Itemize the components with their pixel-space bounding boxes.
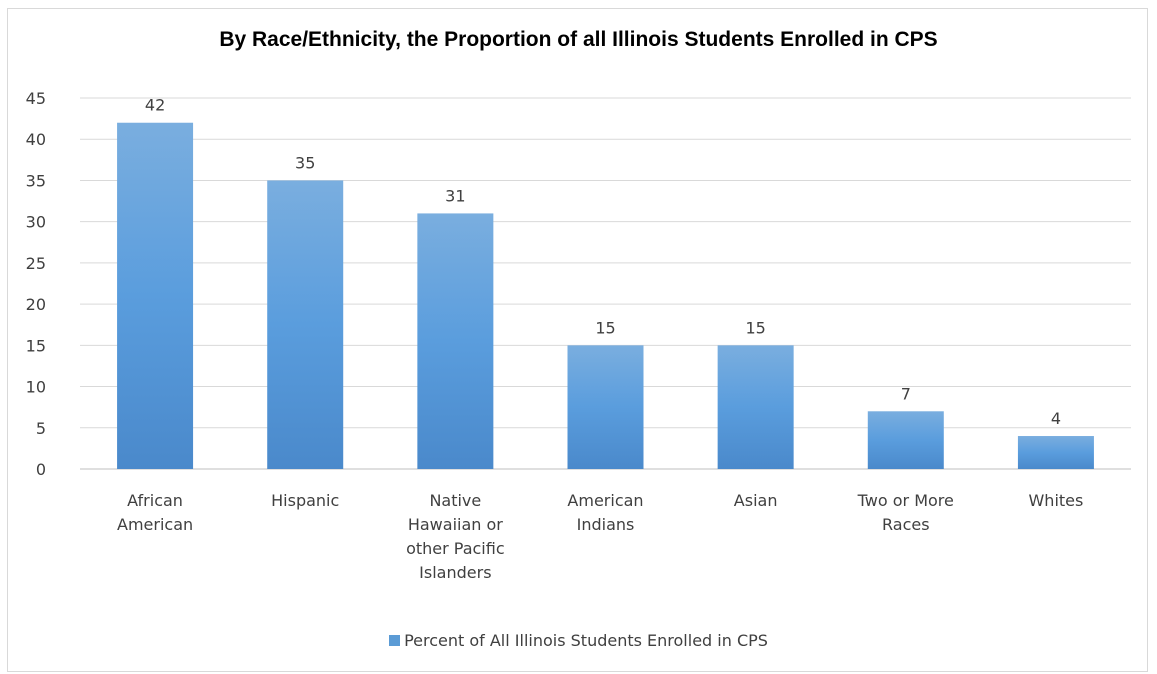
y-tick-label: 0 [36,460,46,479]
legend-label: Percent of All Illinois Students Enrolle… [404,631,768,650]
y-tick-label: 15 [26,336,46,355]
x-category-label: other Pacific [406,539,505,558]
x-category-label: American [567,491,643,510]
bar [117,122,194,469]
x-category-label: Whites [1028,491,1083,510]
x-category-label: Hawaiian or [408,515,503,534]
data-label: 7 [901,384,911,403]
data-label: 31 [445,186,465,205]
x-category-label: Native [429,491,481,510]
x-category-label: American [117,515,193,534]
x-category-label: Indians [577,515,635,534]
y-tick-label: 25 [26,254,46,273]
y-tick-label: 40 [26,130,46,149]
x-category-label: Races [882,515,930,534]
legend: Percent of All Illinois Students Enrolle… [0,631,1157,650]
x-category-label: Hispanic [271,491,339,510]
data-label: 15 [745,318,765,337]
bar [1017,436,1094,469]
bar [567,345,644,469]
x-category-label: Islanders [419,563,491,582]
y-tick-label: 20 [26,295,46,314]
bar [867,411,944,469]
chart-area [7,8,1148,672]
chart-title: By Race/Ethnicity, the Proportion of all… [219,28,938,51]
legend-swatch [389,635,401,646]
y-tick-label: 30 [26,213,46,232]
x-category-label: Two or More [857,491,954,510]
y-tick-label: 45 [26,89,46,108]
data-label: 35 [295,153,315,172]
data-label: 42 [145,96,165,115]
data-label: 4 [1051,409,1061,428]
x-category-label: African [127,491,183,510]
x-category-label: Asian [734,491,778,510]
y-tick-label: 35 [26,171,46,190]
y-tick-label: 5 [36,419,46,438]
bar [417,213,494,469]
y-tick-label: 10 [26,378,46,397]
data-label: 15 [595,318,615,337]
bar [267,180,344,469]
bar [717,345,794,469]
